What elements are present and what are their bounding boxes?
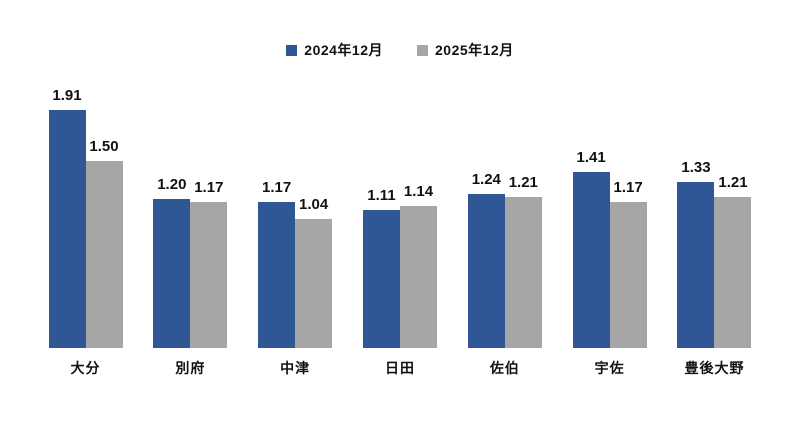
bar-2025年12月-中津	[295, 219, 333, 348]
bar-2024年12月-豊後大野	[677, 182, 715, 348]
bar-2024年12月-日田	[362, 210, 400, 348]
bar-2025年12月-豊後大野	[714, 197, 752, 348]
bar-2024年12月-佐伯	[467, 194, 505, 348]
legend-label: 2024年12月	[304, 42, 383, 58]
value-label: 1.20	[157, 176, 187, 193]
chart-legend: 2024年12月 2025年12月	[0, 40, 800, 60]
legend-swatch-icon	[286, 44, 298, 56]
value-label: 1.50	[89, 138, 119, 155]
bar-2024年12月-別府	[153, 199, 191, 348]
value-label: 1.14	[403, 183, 434, 200]
legend-item-2025-dec: 2025年12月	[417, 40, 514, 60]
legend-swatch-icon	[417, 44, 428, 56]
category-label: 別府	[175, 360, 206, 376]
legend-label: 2025年12月	[435, 42, 514, 58]
value-label: 1.17	[194, 179, 224, 196]
value-label: 1.21	[718, 174, 748, 191]
category-label: 日田	[384, 360, 415, 376]
category-label: 佐伯	[489, 360, 520, 376]
value-label: 1.04	[299, 196, 329, 213]
category-label: 大分	[70, 360, 101, 376]
category-label: 宇佐	[594, 360, 625, 376]
bar-2025年12月-大分	[85, 161, 123, 348]
bar-2025年12月-宇佐	[609, 202, 647, 348]
legend-item-2024-dec: 2024年12月	[286, 40, 383, 60]
value-label: 1.41	[576, 149, 606, 166]
bar-2024年12月-大分	[48, 110, 86, 348]
value-label: 1.33	[681, 159, 711, 176]
value-label: 1.11	[367, 187, 396, 204]
bar-2025年12月-佐伯	[504, 197, 542, 348]
bar-2025年12月-別府	[190, 202, 228, 348]
value-label: 1.17	[262, 179, 292, 196]
bar-2024年12月-中津	[258, 202, 296, 348]
value-label: 1.24	[471, 171, 501, 188]
category-label: 中津	[280, 360, 311, 376]
category-label: 豊後大野	[684, 360, 745, 376]
bar-2025年12月-日田	[399, 206, 437, 348]
value-label: 1.21	[508, 174, 538, 191]
value-label: 1.17	[613, 179, 643, 196]
bar-2024年12月-宇佐	[572, 172, 610, 348]
value-label: 1.91	[52, 87, 82, 104]
